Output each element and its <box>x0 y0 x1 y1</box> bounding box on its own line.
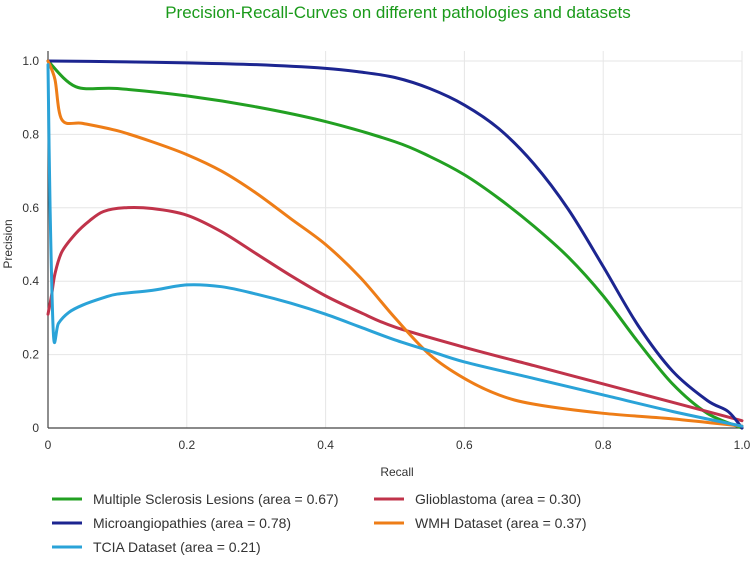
chart-title: Precision-Recall-Curves on different pat… <box>165 3 631 22</box>
legend-item-1[interactable]: Glioblastoma (area = 0.30) <box>374 491 581 507</box>
x-tick-label: 0.4 <box>317 438 334 452</box>
x-tick-label: 0.2 <box>178 438 195 452</box>
legend-label: WMH Dataset (area = 0.37) <box>415 515 587 531</box>
x-tick-label: 0 <box>45 438 52 452</box>
y-tick-label: 0.8 <box>22 127 39 141</box>
y-tick-label: 0.4 <box>22 274 39 288</box>
series-lines <box>46 59 744 430</box>
legend-label: Microangiopathies (area = 0.78) <box>93 515 291 531</box>
legend-label: Glioblastoma (area = 0.30) <box>415 491 581 507</box>
legend-item-4[interactable]: TCIA Dataset (area = 0.21) <box>52 539 261 555</box>
series-line-2 <box>46 59 744 430</box>
x-tick-label: 0.8 <box>595 438 612 452</box>
series-line-4 <box>46 63 744 428</box>
x-tick-label: 0.6 <box>456 438 473 452</box>
y-tick-label: 0 <box>32 421 39 435</box>
legend-item-0[interactable]: Multiple Sclerosis Lesions (area = 0.67) <box>52 491 339 507</box>
y-axis-label: Precision <box>1 219 15 268</box>
y-tick-label: 0.6 <box>22 201 39 215</box>
legend-label: TCIA Dataset (area = 0.21) <box>93 539 261 555</box>
series-line-0 <box>46 59 744 430</box>
y-tick-label: 0.2 <box>22 348 39 362</box>
legend-item-2[interactable]: Microangiopathies (area = 0.78) <box>52 515 291 531</box>
x-axis-label: Recall <box>380 465 413 479</box>
series-line-3 <box>46 59 744 428</box>
legend-label: Multiple Sclerosis Lesions (area = 0.67) <box>93 491 339 507</box>
axes <box>47 51 742 429</box>
x-tick-label: 1.0 <box>734 438 750 452</box>
series-line-1 <box>46 206 744 423</box>
y-tick-label: 1.0 <box>22 54 39 68</box>
grid <box>48 51 743 428</box>
legend[interactable]: Multiple Sclerosis Lesions (area = 0.67)… <box>52 491 587 555</box>
legend-item-3[interactable]: WMH Dataset (area = 0.37) <box>374 515 587 531</box>
tick-labels: 0 0.2 0.4 0.6 0.8 1.0 0 0.2 0.4 0.6 0.8 1.0 <box>22 54 750 452</box>
